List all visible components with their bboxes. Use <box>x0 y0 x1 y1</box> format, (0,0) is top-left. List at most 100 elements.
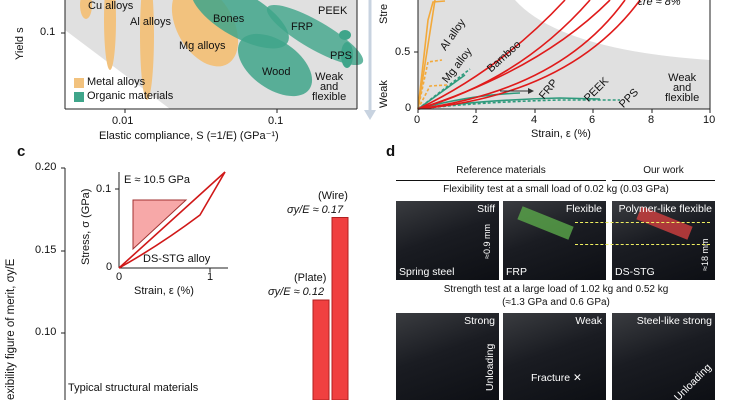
y-tick-label: 0 <box>405 102 412 114</box>
weak-flexible-label: Weak and flexible <box>665 72 700 104</box>
metal-curves <box>417 0 448 110</box>
photo-label: Weak <box>575 315 602 327</box>
mg-curve <box>417 59 443 110</box>
photo-label: Steel-like strong <box>636 315 712 327</box>
inset-x-tick: 1 <box>207 271 214 283</box>
photo-ds-stg-strength: Steel-like strong Unloading <box>612 313 715 400</box>
wood-region <box>237 33 313 97</box>
al-curve <box>417 0 446 110</box>
bamboo-curve <box>417 74 466 110</box>
region-label: Al alloys <box>130 16 171 28</box>
reference-header: Reference materials <box>456 165 546 176</box>
label-line: and <box>672 82 692 94</box>
region-label: Cu alloys <box>88 0 134 12</box>
label-line: Weak <box>668 72 697 84</box>
x-tick-label: 6 <box>589 114 596 126</box>
plate-value-label: σy/E ≈ 0.12 <box>268 286 325 298</box>
region-label: FRP <box>291 21 313 33</box>
x-ticks <box>414 51 711 113</box>
arrow-head-icon <box>364 110 376 120</box>
photo-label: Strong <box>464 315 495 327</box>
cu-alloys-region <box>80 0 92 19</box>
y-tick-label: 0.20 <box>35 161 57 173</box>
pps-region <box>341 42 353 68</box>
bars <box>312 217 349 400</box>
y-tick-label: 0.1 <box>40 26 56 38</box>
region-label: Bones <box>213 13 245 25</box>
y-axis-label: Yield s <box>14 27 26 60</box>
panel-letter-c: c <box>17 143 26 160</box>
x-tick-label: 4 <box>531 114 538 126</box>
unloading-label: Unloading <box>672 361 714 400</box>
peek-region <box>339 30 351 40</box>
photo-frp-strength: Weak Fracture ✕ <box>503 313 606 400</box>
divider <box>612 180 715 181</box>
region-label: PPS <box>330 50 353 62</box>
photo-label: Stiff <box>477 203 495 215</box>
recoverable-strain-annotation: εre ≈ 8% <box>638 0 681 8</box>
photo-spring-steel-strength: Strong Unloading <box>396 313 499 400</box>
y-tick-label: 0.5 <box>395 46 411 58</box>
bounds-region <box>418 0 710 109</box>
label-line: flexible <box>665 92 700 104</box>
fracture-label: Fracture ✕ <box>531 372 582 384</box>
photo-label: Polymer-like flexible <box>618 203 712 215</box>
bar-plate <box>312 299 330 400</box>
legend-label: Organic materials <box>87 90 174 102</box>
legend-swatch-organic <box>74 92 84 102</box>
wire-form-label: (Wire) <box>318 190 348 202</box>
photo-label: DS-STG <box>615 266 655 278</box>
y-ticks <box>61 167 65 334</box>
label-line: and <box>319 81 339 93</box>
frp-region <box>266 4 364 66</box>
legend-label: Metal alloys <box>87 76 146 88</box>
photo-label: Spring steel <box>399 266 455 278</box>
inset-hysteresis-curve <box>118 171 226 269</box>
x-tick-label: 10 <box>703 114 716 126</box>
label-line: flexible <box>312 91 347 103</box>
weak-label: Weak <box>378 80 390 108</box>
y-tick-label: 0.15 <box>35 244 57 256</box>
inset-y-label: Stress, σ (GPa) <box>80 188 92 265</box>
inset-y-tick: 0.1 <box>96 183 112 195</box>
panel-letter-d: d <box>386 143 396 160</box>
photo-label: Flexible <box>565 203 602 215</box>
y-axis-label: exibility figure of merit, σy/E <box>5 258 17 400</box>
label-line: Weak <box>315 71 344 83</box>
cu-alloys-region-2 <box>104 0 116 70</box>
inset-x-tick: 0 <box>116 271 123 283</box>
ds-stg-curves <box>417 0 641 110</box>
inset-x-label: Strain, ε (%) <box>134 285 194 297</box>
bones-region <box>191 0 289 49</box>
wire-value-label: σy/E ≈ 0.17 <box>287 204 344 216</box>
deflection-guides <box>575 222 710 245</box>
arrow-head-icon <box>528 88 534 94</box>
inset-modulus-label: E ≈ 10.5 GPa <box>124 174 190 186</box>
inset-y-tick: 0 <box>106 261 113 273</box>
x-axis-label: Strain, ε (%) <box>531 128 591 140</box>
inset-material-label: DS-STG alloy <box>143 253 211 265</box>
x-tick-label: 0.1 <box>268 115 284 127</box>
al-alloys-region <box>140 0 154 100</box>
strength-test-caption-2: (≈1.3 GPa and 0.6 GPa) <box>502 297 610 308</box>
divider <box>396 180 606 181</box>
flexibility-test-caption: Flexibility test at a small load of 0.02… <box>443 184 669 195</box>
photo-ds-stg-flex: Polymer-like flexible DS-STG ≈18 mm <box>612 201 715 280</box>
inset-ticks <box>115 188 211 272</box>
region-label: PEEK <box>318 5 348 17</box>
our-work-header: Our work <box>643 165 684 176</box>
plate-form-label: (Plate) <box>294 272 327 284</box>
y-axis-label: Stre <box>378 3 390 24</box>
region-label: Mg alloys <box>179 40 226 52</box>
x-tick-label: 0.01 <box>112 115 134 127</box>
modulus-triangle <box>132 199 188 251</box>
bar-wire <box>331 217 349 400</box>
unloading-label: Unloading <box>484 343 496 391</box>
x-tick-label: 0 <box>414 114 421 126</box>
y-tick-label: 0.10 <box>35 326 57 338</box>
photo-label: FRP <box>506 266 527 278</box>
x-tick-label: 2 <box>472 114 479 126</box>
typical-materials-label: Typical structural materials <box>68 382 199 394</box>
photo-frp-flex: Flexible FRP <box>503 201 606 280</box>
weak-flexible-label: Weak and flexible <box>312 71 347 103</box>
